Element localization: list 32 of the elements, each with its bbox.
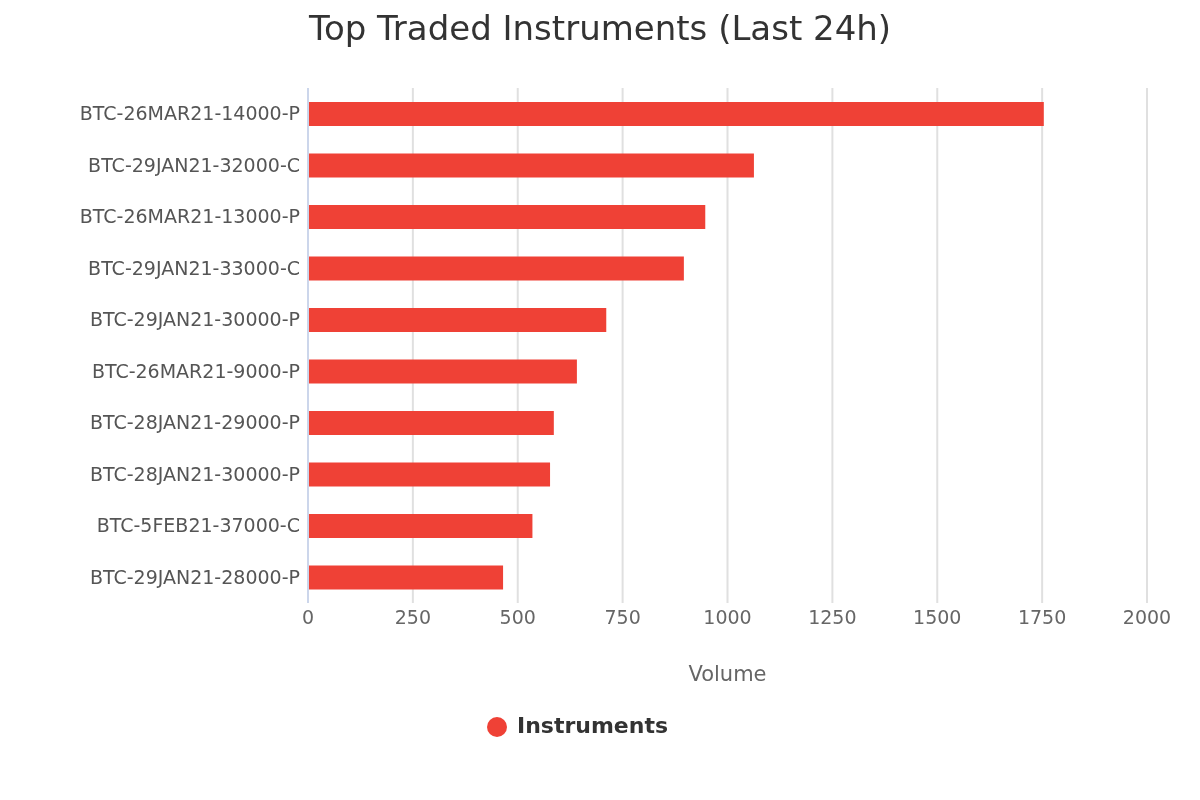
bar [308,513,533,538]
y-tick-label: BTC-29JAN21-33000-C [88,256,300,279]
x-tick-label: 0 [301,606,315,629]
bar [308,204,706,229]
x-tick-label: 750 [604,606,641,629]
y-tick-label: BTC-29JAN21-32000-C [88,153,300,176]
y-tick-label: BTC-26MAR21-9000-P [91,359,300,382]
x-tick-label: 1000 [703,606,752,629]
y-tick-label: BTC-26MAR21-14000-P [79,102,300,125]
legend-label: Instruments [516,713,669,738]
bar [308,359,577,384]
y-tick-label: BTC-5FEB21-37000-C [96,514,300,537]
x-tick-label: 2000 [1122,606,1172,629]
bar [308,256,684,281]
bar [308,153,754,178]
y-tick-label: BTC-29JAN21-30000-P [89,308,300,331]
y-tick-label: BTC-26MAR21-13000-P [79,205,300,228]
bar [308,462,551,487]
x-tick-label: 250 [394,606,432,629]
bar [308,410,554,435]
x-tick-label: 1500 [913,606,962,629]
y-tick-label: BTC-29JAN21-28000-P [89,565,300,588]
y-tick-label: BTC-28JAN21-29000-P [89,411,300,434]
x-tick-label: 1750 [1017,606,1067,629]
bar [308,307,607,332]
bar [308,101,1044,126]
x-tick-label: 500 [499,606,536,629]
bar [308,565,504,590]
y-tick-label: BTC-28JAN21-30000-P [89,462,300,485]
x-axis-title: Volume [688,662,767,686]
chart-title: Top Traded Instruments (Last 24h) [307,8,893,50]
x-tick-label: 1250 [808,606,857,629]
